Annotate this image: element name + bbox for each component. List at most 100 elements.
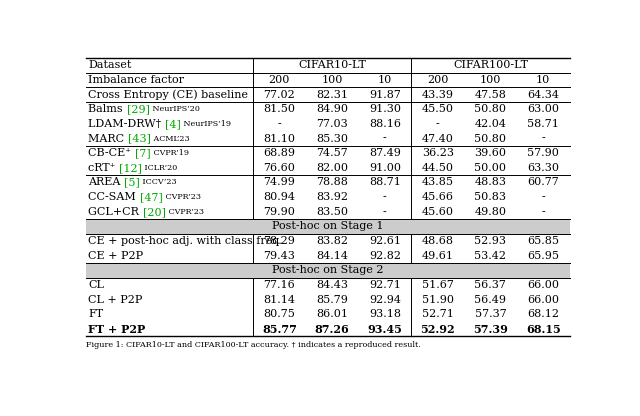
Text: CB-CE⁺: CB-CE⁺ [88,148,135,158]
Text: ACML’23: ACML’23 [151,134,189,143]
Text: -: - [541,134,545,144]
Text: 91.87: 91.87 [369,89,401,99]
Text: 92.82: 92.82 [369,251,401,261]
Text: 39.60: 39.60 [474,148,506,158]
Text: 100: 100 [480,75,501,85]
Text: -: - [278,119,281,129]
Text: 85.30: 85.30 [316,134,348,144]
Text: AREA: AREA [88,178,124,188]
Text: CE + post-hoc adj. with class freq.: CE + post-hoc adj. with class freq. [88,236,283,246]
Text: -: - [541,192,545,202]
Text: 77.02: 77.02 [264,89,295,99]
Text: -: - [436,119,440,129]
Text: 52.71: 52.71 [422,310,454,319]
Text: 88.16: 88.16 [369,119,401,129]
Text: 52.92: 52.92 [420,324,455,334]
Text: 36.23: 36.23 [422,148,454,158]
Text: 82.00: 82.00 [316,163,348,173]
Text: 44.50: 44.50 [422,163,454,173]
Text: 87.26: 87.26 [315,324,349,334]
Text: 200: 200 [269,75,290,85]
Text: 47.40: 47.40 [422,134,454,144]
Text: MARC: MARC [88,134,128,144]
Text: [47]: [47] [140,192,163,202]
Text: 74.99: 74.99 [264,178,295,188]
Text: [4]: [4] [165,119,181,129]
Text: CL + P2P: CL + P2P [88,295,143,305]
Text: 49.80: 49.80 [474,207,506,217]
Text: ICLR’20: ICLR’20 [142,164,177,172]
Text: 53.42: 53.42 [474,251,506,261]
Bar [86,219,570,234]
Text: CC-SAM: CC-SAM [88,192,140,202]
Text: FT + P2P: FT + P2P [88,324,146,334]
Text: Balms: Balms [88,104,127,114]
Text: 200: 200 [427,75,449,85]
Text: CE + P2P: CE + P2P [88,251,143,261]
Text: 86.01: 86.01 [316,310,348,319]
Text: 50.83: 50.83 [474,192,506,202]
Text: 91.30: 91.30 [369,104,401,114]
Text: NeurIPS’20: NeurIPS’20 [150,105,200,113]
Text: 83.50: 83.50 [316,207,348,217]
Text: 51.67: 51.67 [422,280,454,290]
Text: 80.75: 80.75 [264,310,295,319]
Text: -: - [383,134,387,144]
Text: ICCV’23: ICCV’23 [140,178,177,186]
Text: -: - [541,207,545,217]
Text: 68.15: 68.15 [526,324,561,334]
Text: 56.49: 56.49 [474,295,506,305]
Text: CIFAR10-LT: CIFAR10-LT [298,60,366,70]
Text: [20]: [20] [143,207,166,217]
Text: 81.14: 81.14 [263,295,295,305]
Text: 66.00: 66.00 [527,280,559,290]
Text: 76.60: 76.60 [264,163,295,173]
Text: 43.85: 43.85 [422,178,454,188]
Text: 77.16: 77.16 [264,280,295,290]
Text: CVPR’23: CVPR’23 [163,193,200,201]
Text: 45.50: 45.50 [422,104,454,114]
Text: 56.37: 56.37 [474,280,506,290]
Text: 85.77: 85.77 [262,324,297,334]
Text: 84.90: 84.90 [316,104,348,114]
Text: FT: FT [88,310,104,319]
Text: 43.39: 43.39 [422,89,454,99]
Text: [5]: [5] [124,178,140,188]
Text: 51.90: 51.90 [422,295,454,305]
Text: 74.57: 74.57 [316,148,348,158]
Text: 87.49: 87.49 [369,148,401,158]
Text: 57.37: 57.37 [474,310,506,319]
Text: 10: 10 [536,75,550,85]
Text: 66.00: 66.00 [527,295,559,305]
Text: 68.12: 68.12 [527,310,559,319]
Text: CIFAR100-LT: CIFAR100-LT [453,60,528,70]
Text: Dataset: Dataset [88,60,132,70]
Text: 60.77: 60.77 [527,178,559,188]
Text: 82.31: 82.31 [316,89,348,99]
Text: Post-hoc on Stage 2: Post-hoc on Stage 2 [272,265,384,275]
Text: 50.80: 50.80 [474,104,506,114]
Text: -: - [383,192,387,202]
Text: 49.61: 49.61 [422,251,454,261]
Text: 50.00: 50.00 [474,163,506,173]
Text: 47.58: 47.58 [474,89,506,99]
Text: 52.93: 52.93 [474,236,506,246]
Text: 88.71: 88.71 [369,178,401,188]
Text: [7]: [7] [135,148,150,158]
Text: 80.94: 80.94 [263,192,295,202]
Text: [29]: [29] [127,104,150,114]
Text: 45.60: 45.60 [422,207,454,217]
Text: [12]: [12] [119,163,142,173]
Text: 58.71: 58.71 [527,119,559,129]
Text: 42.04: 42.04 [474,119,506,129]
Text: 100: 100 [321,75,343,85]
Text: 81.10: 81.10 [263,134,295,144]
Text: 93.18: 93.18 [369,310,401,319]
Text: CVPR’23: CVPR’23 [166,208,204,216]
Text: 57.39: 57.39 [473,324,508,334]
Text: 50.80: 50.80 [474,134,506,144]
Text: 79.43: 79.43 [264,251,295,261]
Text: 68.89: 68.89 [263,148,295,158]
Text: 63.00: 63.00 [527,104,559,114]
Text: 64.34: 64.34 [527,89,559,99]
